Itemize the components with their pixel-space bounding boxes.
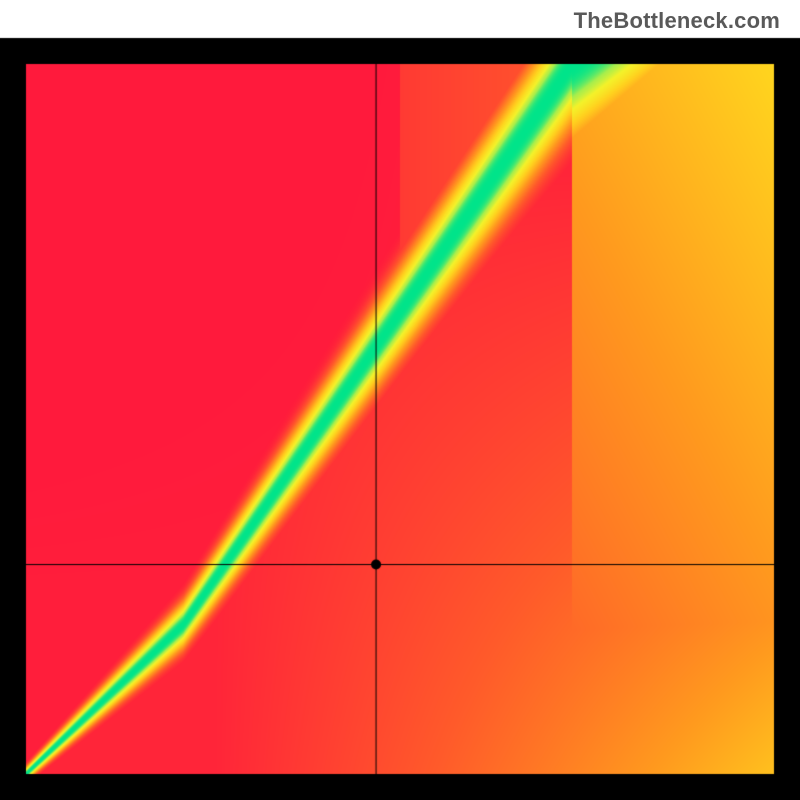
heatmap-canvas: [0, 0, 800, 800]
watermark-text: TheBottleneck.com: [574, 8, 780, 34]
chart-container: TheBottleneck.com: [0, 0, 800, 800]
